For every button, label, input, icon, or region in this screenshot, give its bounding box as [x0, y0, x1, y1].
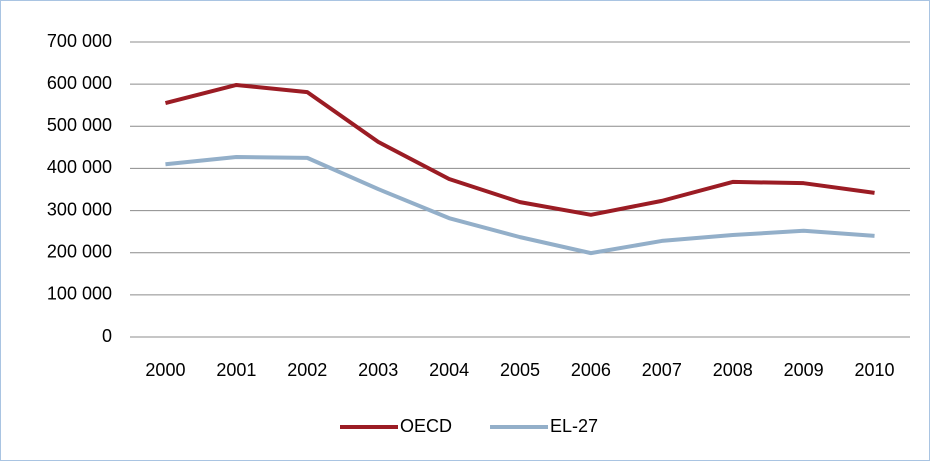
- x-tick-label: 2001: [216, 360, 256, 380]
- y-tick-label: 0: [102, 326, 112, 346]
- legend-label: OECD: [400, 416, 452, 436]
- y-tick-label: 200 000: [47, 241, 112, 261]
- x-tick-label: 2003: [358, 360, 398, 380]
- x-tick-label: 2008: [713, 360, 753, 380]
- x-tick-label: 2009: [784, 360, 824, 380]
- y-tick-label: 700 000: [47, 31, 112, 51]
- y-tick-label: 600 000: [47, 73, 112, 93]
- series-line: [164, 82, 875, 217]
- y-tick-label: 400 000: [47, 157, 112, 177]
- x-tick-label: 2004: [429, 360, 469, 380]
- legend-label: EL-27: [550, 416, 598, 436]
- x-tick-label: 2005: [500, 360, 540, 380]
- y-tick-label: 500 000: [47, 115, 112, 135]
- y-tick-label: 300 000: [47, 199, 112, 219]
- y-tick-label: 100 000: [47, 284, 112, 304]
- x-tick-label: 2007: [642, 360, 682, 380]
- x-tick-label: 2000: [145, 360, 185, 380]
- x-tick-label: 2002: [287, 360, 327, 380]
- x-tick-label: 2006: [571, 360, 611, 380]
- series-line: [165, 155, 875, 256]
- x-tick-label: 2010: [855, 360, 895, 380]
